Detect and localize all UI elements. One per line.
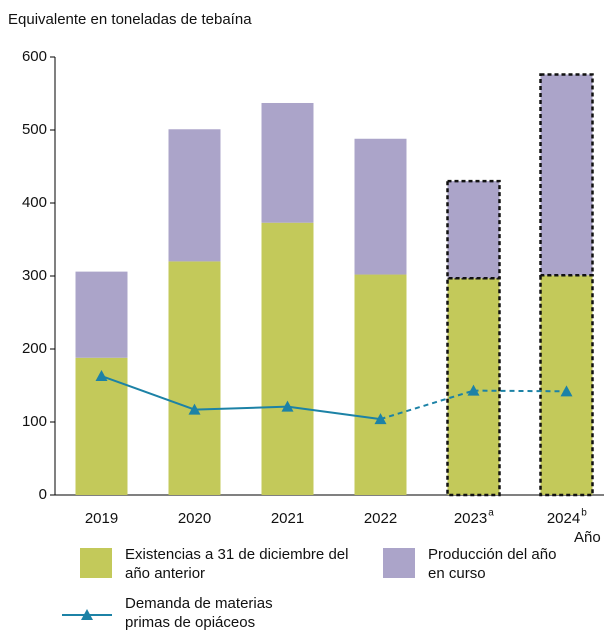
bar: [539, 274, 594, 497]
line-segment: [194, 405, 288, 411]
line-marker: [467, 384, 480, 396]
legend-swatch: [80, 548, 112, 578]
line-segment: [101, 375, 195, 411]
legend-line: Existencias a 31 de diciembre del: [125, 546, 348, 563]
legend-label: Producción del año en curso: [428, 546, 556, 582]
x-axis-title: Año: [574, 529, 601, 546]
bar: [168, 261, 221, 495]
legend-marker: [81, 609, 93, 620]
x-tick-superscript: a: [488, 508, 494, 519]
x-tick-label: 2021: [271, 510, 304, 527]
bar: [261, 102, 314, 223]
bar: [261, 222, 314, 495]
line-marker: [374, 413, 387, 425]
y-tick-label: 600: [22, 48, 47, 65]
x-tick-group: 2021: [271, 510, 304, 527]
x-tick-superscript: b: [581, 508, 587, 519]
line-marker: [188, 403, 201, 415]
legend-swatch: [383, 548, 415, 578]
y-tick-label: 0: [39, 486, 47, 503]
bar: [446, 179, 501, 280]
legend-line: año anterior: [125, 565, 205, 582]
legend-line: en curso: [428, 565, 486, 582]
line-segment: [380, 389, 474, 421]
y-tick-label: 200: [22, 340, 47, 357]
x-tick-group: 2019: [85, 510, 118, 527]
bar: [539, 73, 594, 277]
legend-label: Existencias a 31 de diciembre del año ant…: [125, 546, 348, 582]
bar: [75, 271, 128, 358]
line-segment: [473, 389, 567, 393]
y-axis-title: Equivalente en toneladas de tebaína: [8, 11, 252, 28]
bar: [168, 129, 221, 262]
bar: [354, 138, 407, 275]
y-tick-label: 500: [22, 121, 47, 138]
x-tick-label: 2024: [547, 510, 580, 527]
line-marker: [95, 370, 108, 382]
y-tick-label: 400: [22, 194, 47, 211]
legend-line: Demanda de materias: [125, 595, 273, 612]
x-tick-group: 2023 a: [454, 508, 494, 527]
legend-label: Demanda de materias primas de opiáceos: [125, 595, 273, 631]
x-tick-label: 2020: [178, 510, 211, 527]
bar: [354, 274, 407, 495]
legend-line: primas de opiáceos: [125, 614, 255, 631]
x-tick-group: 2020: [178, 510, 211, 527]
x-tick-label: 2023: [454, 510, 487, 527]
line-marker: [560, 385, 573, 397]
x-tick-label: 2019: [85, 510, 118, 527]
x-tick-group: 2024 b: [547, 508, 587, 527]
x-tick-label: 2022: [364, 510, 397, 527]
x-tick-group: 2022: [364, 510, 397, 527]
line-marker: [281, 400, 294, 412]
y-tick-label: 100: [22, 413, 47, 430]
y-tick-label: 300: [22, 267, 47, 284]
line-segment: [287, 405, 381, 421]
legend-line: Producción del año: [428, 546, 556, 563]
